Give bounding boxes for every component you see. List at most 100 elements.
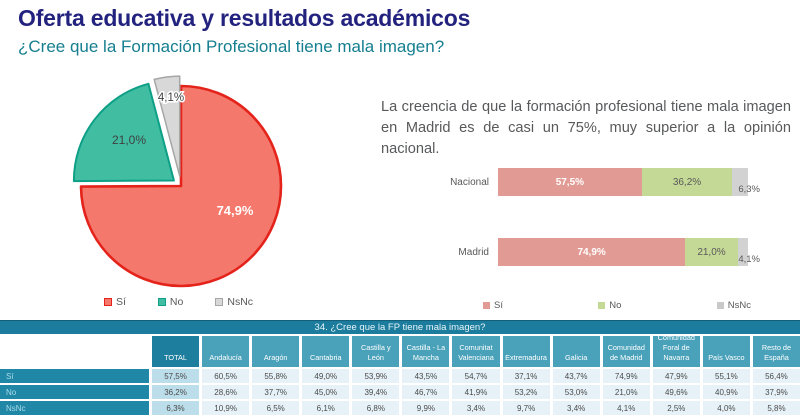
commentary-text: La creencia de que la formación profesio… (381, 99, 791, 158)
pie-slice-nsnc (153, 75, 181, 177)
pie-legend-item-nsnc: NsNc (215, 296, 253, 308)
nsnc-swatch-icon (716, 302, 724, 309)
table-cell: 60,5% (202, 369, 250, 383)
no-swatch-icon (598, 302, 606, 309)
bar-category-label: Nacional (450, 176, 489, 188)
column-header: Galicia (552, 336, 600, 367)
table-cell: 37,7% (252, 385, 300, 399)
bar-value-no: 36,2% (672, 176, 702, 188)
table-cell: 54,7% (452, 369, 500, 383)
table-cell: 47,9% (652, 369, 700, 383)
table-cell: 46,7% (402, 385, 450, 399)
column-header: Comunitat Valenciana (452, 336, 500, 367)
table-cell: 3,4% (552, 401, 600, 415)
bar-value-nsnc: 6,3% (738, 184, 760, 195)
pie-label-nsnc: 4,1% (158, 92, 184, 104)
bar-segment-no: 21,0% (685, 238, 738, 266)
table-cell: 37,9% (752, 385, 800, 399)
column-header: Extremadura (502, 336, 550, 367)
si-swatch-icon (483, 302, 490, 309)
pie-legend-label: NsNc (227, 296, 254, 308)
stacked-bar-nacional: 57,5% 36,2% 6,3% (498, 168, 760, 196)
column-header: Castilla y León (352, 336, 400, 367)
table-cell: 53,0% (552, 385, 600, 399)
pie-legend-label: No (169, 296, 184, 308)
table-cell: 5,8% (752, 401, 800, 415)
bar-segment-nsnc (737, 238, 748, 266)
pie-legend-item-no: No (157, 296, 184, 308)
table-cell: 41,9% (452, 385, 500, 399)
table-cell: 74,9% (602, 369, 650, 383)
pie-slice-no (72, 82, 175, 183)
table-cell: 21,0% (602, 385, 650, 399)
table-cell: 4,0% (702, 401, 750, 415)
table-grid: TOTAL Andalucía Aragón Cantabria Castill… (0, 333, 800, 415)
table-caption: 34. ¿Cree que la FP tiene mala imagen? (0, 320, 800, 334)
page-title: Oferta educativa y resultados académicos (18, 5, 471, 31)
pie-label-no: 21,0% (112, 133, 146, 147)
table-cell: 49,6% (652, 385, 700, 399)
no-swatch-icon (157, 298, 166, 306)
table-cell: 40,9% (702, 385, 750, 399)
table-cell: 49,0% (302, 369, 350, 383)
bar-value-si: 57,5% (555, 176, 585, 188)
column-header: Cantabria (302, 336, 350, 367)
nsnc-swatch-icon (215, 298, 224, 306)
bar-row-nacional: Nacional 57,5% 36,2% 6,3% (380, 168, 780, 196)
regions-table: 34. ¿Cree que la FP tiene mala imagen? T… (0, 320, 800, 415)
table-cell: 6,8% (352, 401, 400, 415)
page-subtitle: ¿Cree que la Formación Profesional tiene… (18, 37, 445, 56)
bar-value-si: 74,9% (577, 246, 606, 258)
table-cell: 57,5% (152, 369, 200, 383)
table-cell: 3,4% (452, 401, 500, 415)
table-cell: 6,3% (152, 401, 200, 415)
row-label-no: No (0, 385, 149, 399)
bar-segment-no: 36,2% (641, 168, 733, 196)
bar-row-madrid: Madrid 74,9% 21,0% 4,1% (380, 238, 780, 266)
bar-legend-label: NsNc (727, 300, 751, 311)
pie-chart-svg: 74,9% 21,0% 4,1% (72, 75, 283, 288)
column-header-total: TOTAL (152, 336, 200, 367)
row-label-si: Sí (0, 369, 149, 383)
table-cell: 43,7% (552, 369, 600, 383)
bar-category-label: Madrid (458, 246, 489, 258)
bar-segment-si: 57,5% (498, 168, 642, 196)
bar-segment-nsnc (732, 168, 748, 196)
si-swatch-icon (104, 298, 112, 306)
stacked-bar-madrid: 74,9% 21,0% 4,1% (498, 238, 760, 266)
table-cell: 43,5% (402, 369, 450, 383)
table-cell: 9,9% (402, 401, 450, 415)
table-cell: 4,1% (602, 401, 650, 415)
pie-legend-item-si: Sí (104, 296, 126, 308)
table-cell: 2,5% (652, 401, 700, 415)
bar-value-no: 21,0% (697, 246, 726, 258)
column-header: Comunidad Foral de Navarra (652, 333, 700, 367)
table-corner-cell (0, 336, 149, 367)
row-label-nsnc: NsNc (0, 401, 149, 415)
column-header: Andalucía (202, 336, 250, 367)
table-cell: 36,2% (152, 385, 200, 399)
bar-legend: Sí No NsNc (483, 300, 751, 311)
bar-legend-label: Sí (494, 300, 503, 311)
table-cell: 55,1% (702, 369, 750, 383)
table-cell: 45,0% (302, 385, 350, 399)
column-header: Aragón (252, 336, 300, 367)
bar-legend-label: No (609, 300, 622, 311)
pie-label-si: 74,9% (217, 203, 254, 218)
column-header: Resto de España (752, 336, 800, 367)
table-cell: 6,5% (252, 401, 300, 415)
table-cell: 56,4% (752, 369, 800, 383)
table-cell: 39,4% (352, 385, 400, 399)
column-header: Castilla - La Mancha (402, 336, 450, 367)
bar-value-nsnc: 4,1% (738, 254, 760, 265)
pie-chart: 74,9% 21,0% 4,1% (50, 74, 320, 309)
table-cell: 55,8% (252, 369, 300, 383)
table-cell: 10,9% (202, 401, 250, 415)
pie-legend: Sí No NsNc (104, 296, 253, 308)
bar-legend-item-nsnc: NsNc (716, 300, 751, 311)
table-cell: 9,7% (502, 401, 550, 415)
pie-legend-label: Sí (116, 296, 126, 308)
table-cell: 6,1% (302, 401, 350, 415)
bar-legend-item-no: No (598, 300, 621, 311)
